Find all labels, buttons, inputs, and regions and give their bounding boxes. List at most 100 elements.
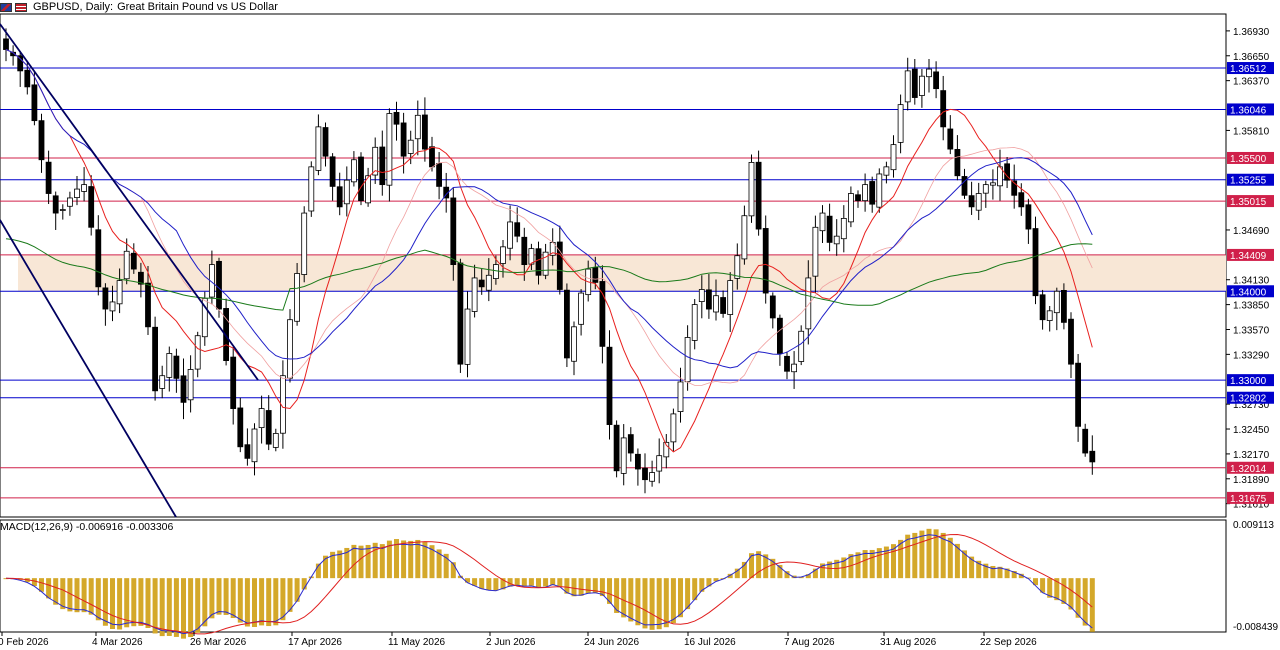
macd-bar [812, 568, 818, 579]
bearish-candle [1061, 290, 1067, 323]
macd-bar [60, 578, 66, 610]
bearish-candle [961, 176, 968, 196]
macd-bar [188, 578, 194, 638]
bullish-candle [365, 175, 372, 204]
us-flag-icon [15, 2, 27, 12]
bearish-candle [52, 195, 59, 214]
macd-bar [642, 578, 648, 629]
bullish-candle [159, 375, 166, 389]
bearish-candle [627, 434, 634, 454]
bullish-candle [812, 226, 819, 277]
bearish-candle [336, 186, 343, 208]
bullish-candle [528, 248, 535, 265]
macd-bar [905, 534, 911, 579]
macd-bar [39, 578, 44, 592]
price-tick-label: 1.32170 [1233, 450, 1270, 461]
bearish-candle [429, 146, 435, 168]
bearish-candle [1075, 362, 1081, 427]
macd-bar [514, 578, 520, 586]
macd-bar [734, 568, 740, 579]
bearish-candle [514, 222, 521, 237]
bullish-candle [81, 184, 87, 192]
bullish-candle [315, 126, 322, 171]
macd-bar [869, 549, 875, 579]
macd-bar [173, 578, 179, 637]
macd-bar [855, 552, 861, 579]
bearish-candle [869, 181, 876, 205]
bullish-candle [578, 292, 584, 325]
bearish-candle [933, 71, 939, 90]
macd-bar [429, 545, 435, 579]
macd-bar [479, 578, 485, 589]
bearish-candle [635, 453, 641, 470]
macd-bar [891, 544, 896, 579]
macd-bar [571, 578, 577, 597]
level-label: 1.36046 [1230, 105, 1267, 116]
macd-bar [827, 561, 833, 579]
macd-bar [670, 578, 676, 624]
macd-bar [379, 544, 385, 579]
macd-bar [81, 578, 87, 613]
macd-bar [919, 530, 925, 579]
bullish-candle [258, 408, 265, 429]
bullish-candle [1046, 310, 1053, 321]
bearish-candle [137, 271, 144, 285]
macd-bar [713, 578, 719, 582]
level-label: 1.34000 [1230, 287, 1267, 298]
macd-bar [372, 542, 378, 579]
macd-bar [578, 578, 584, 596]
macd-bar [450, 562, 456, 579]
bullish-candle [713, 295, 719, 313]
bearish-candle [706, 289, 712, 310]
macd-bar [252, 578, 257, 627]
macd-bar [1040, 578, 1046, 593]
bearish-candle [826, 215, 833, 243]
macd-label: MACD(12,26,9) -0.006916 -0.003306 [0, 521, 174, 533]
macd-axis-label: -0.008439 [1233, 622, 1278, 633]
bullish-candle [975, 193, 982, 211]
price-tick-label: 1.31890 [1233, 475, 1270, 486]
macd-bar [1089, 578, 1095, 632]
macd-bar [656, 578, 662, 630]
bearish-candle [38, 120, 45, 161]
bearish-candle [393, 111, 400, 125]
bullish-candle [798, 330, 805, 362]
price-tick-label: 1.33570 [1233, 325, 1270, 336]
bearish-candle [762, 228, 769, 294]
bearish-candle [564, 289, 570, 359]
level-label-box [1227, 491, 1274, 504]
bearish-candle [31, 84, 38, 122]
macd-bar [862, 550, 868, 579]
date-tick-label: 4 Mar 2026 [92, 637, 143, 648]
macd-bar [564, 578, 570, 594]
bearish-candle [216, 260, 222, 310]
level-label: 1.31675 [1230, 494, 1267, 505]
bullish-candle [464, 308, 471, 365]
bearish-candle [230, 356, 237, 409]
macd-bar [1018, 573, 1024, 579]
macd-bar [436, 549, 442, 579]
bullish-candle [805, 277, 812, 330]
macd-bar [330, 551, 336, 579]
macd-bar [883, 546, 889, 579]
macd-bar [1025, 577, 1031, 579]
resistance-zone [18, 254, 1226, 292]
bullish-candle [1053, 290, 1060, 314]
price-tick-label: 1.31610 [1233, 500, 1270, 511]
bullish-candle [407, 139, 414, 154]
macd-bar [521, 578, 527, 587]
bullish-candle [471, 277, 478, 312]
macd-bar [763, 554, 769, 579]
bullish-candle [734, 255, 741, 279]
macd-bar [315, 563, 321, 579]
macd-bar [351, 544, 357, 579]
bearish-candle [954, 149, 961, 177]
macd-bar [969, 556, 975, 579]
bullish-candle [251, 428, 258, 463]
bullish-candle [571, 326, 577, 362]
macd-bar [415, 539, 421, 579]
macd-bar [976, 560, 982, 579]
macd-bar [358, 545, 364, 579]
macd-bar [500, 578, 506, 590]
